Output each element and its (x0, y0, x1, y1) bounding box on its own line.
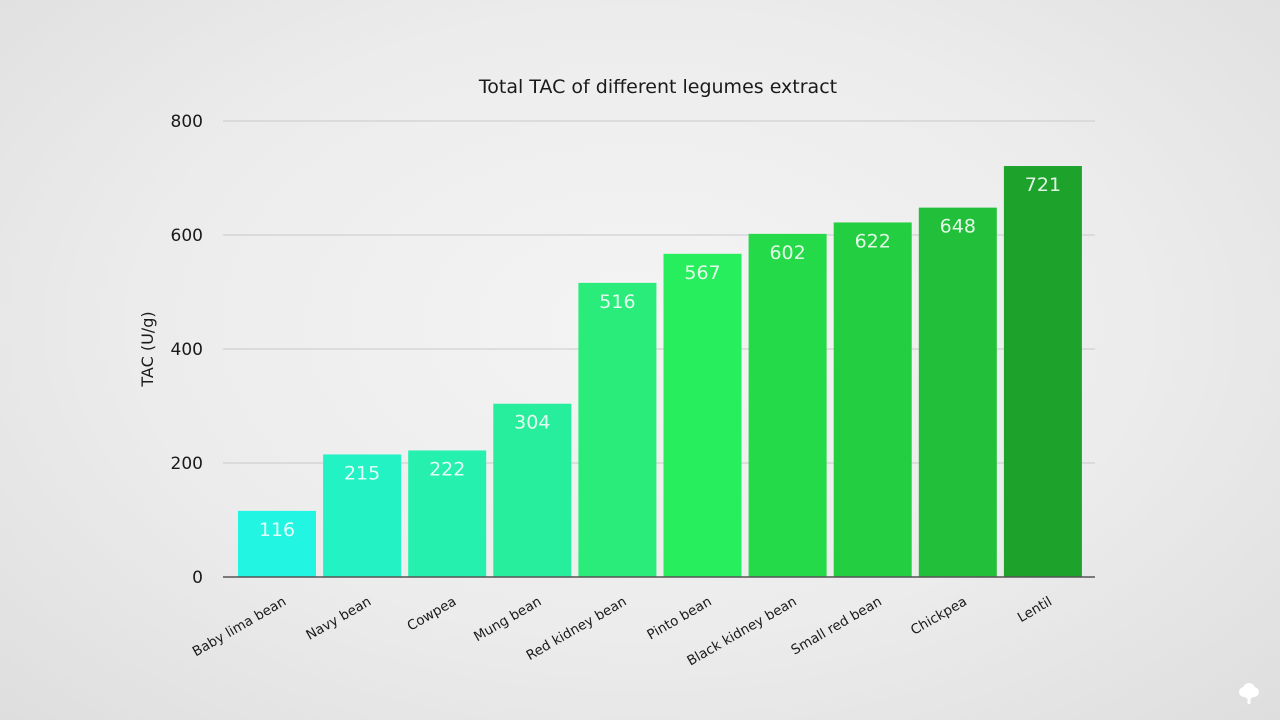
bar-value-label: 602 (769, 242, 805, 264)
tree-icon (1239, 683, 1259, 704)
bar (833, 222, 912, 577)
bar-value-label: 567 (684, 262, 720, 284)
y-tick-label: 800 (171, 112, 203, 132)
bar-value-label: 116 (259, 519, 295, 541)
y-axis-ticks: 0 200 400 600 800 (171, 112, 203, 588)
bar (323, 454, 402, 577)
bar-value-label: 516 (599, 291, 635, 313)
bar (238, 510, 316, 577)
bars: 116 215 222 304 516 567 602 622 648 721 (238, 166, 1082, 578)
bar-value-label: 721 (1025, 174, 1061, 196)
x-tick-label: Chickpea (908, 594, 970, 639)
y-tick-label: 200 (171, 454, 203, 474)
bar-value-label: 215 (344, 462, 380, 484)
bar (493, 403, 572, 577)
x-tick-label: Pinto bean (644, 594, 714, 644)
bar (918, 207, 997, 577)
x-tick-label: Navy bean (303, 594, 374, 644)
bar (1003, 166, 1082, 577)
bar (578, 282, 657, 577)
x-axis-ticks: Baby lima bean Navy bean Cowpea Mung beanRe… (190, 594, 1055, 670)
x-tick-label: Small red bean (788, 594, 884, 659)
y-tick-label: 600 (171, 226, 203, 246)
y-tick-label: 400 (171, 340, 203, 360)
chart-title: Total TAC of different legumes extract (478, 76, 837, 98)
x-tick-label: Cowpea (405, 594, 460, 635)
y-axis-label: TAC (U/g) (138, 311, 157, 387)
bar-value-label: 622 (855, 230, 891, 252)
x-tick-label: Baby lima bean (190, 594, 289, 661)
bar-value-label: 304 (514, 412, 550, 434)
x-tick-label: Mung bean (471, 594, 544, 646)
bar (408, 450, 487, 577)
bar-value-label: 222 (429, 458, 465, 480)
x-tick-label: Lentil (1015, 594, 1055, 626)
bar (663, 253, 742, 577)
bar (748, 233, 827, 578)
y-tick-label: 0 (192, 568, 203, 588)
bar-value-label: 648 (940, 216, 976, 238)
